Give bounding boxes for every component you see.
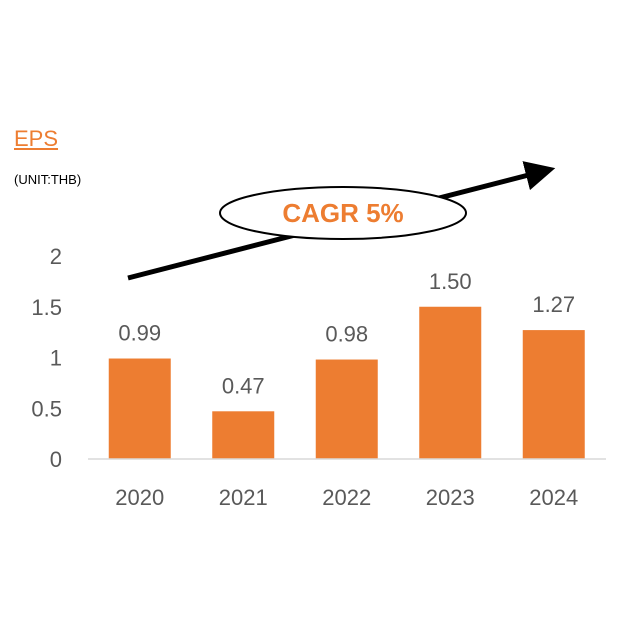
unit-label: (UNIT:THB): [14, 172, 82, 187]
x-tick-label: 2023: [426, 485, 475, 510]
y-tick-label: 1.5: [31, 295, 62, 320]
y-tick-label: 0: [50, 447, 62, 472]
chart-title: EPS: [14, 126, 59, 151]
cagr-ellipse: [219, 186, 467, 240]
x-tick-label: 2022: [322, 485, 371, 510]
x-tick-label: 2020: [115, 485, 164, 510]
y-tick-label: 1: [50, 346, 62, 371]
bar-2020: [108, 358, 171, 459]
y-tick-label: 2: [50, 244, 62, 269]
y-tick-label: 0.5: [31, 396, 62, 421]
data-label: 0.99: [118, 321, 161, 346]
data-label: 1.27: [532, 292, 575, 317]
bar-2024: [522, 330, 585, 459]
bar-2022: [315, 359, 378, 459]
data-label: 1.50: [429, 269, 472, 294]
x-tick-label: 2024: [529, 485, 578, 510]
bar-2021: [212, 411, 275, 459]
cagr-label: CAGR 5%: [282, 198, 403, 228]
data-label: 0.98: [325, 322, 368, 347]
x-tick-label: 2021: [219, 485, 268, 510]
bar-2023: [419, 306, 482, 459]
data-label: 0.47: [222, 373, 265, 398]
